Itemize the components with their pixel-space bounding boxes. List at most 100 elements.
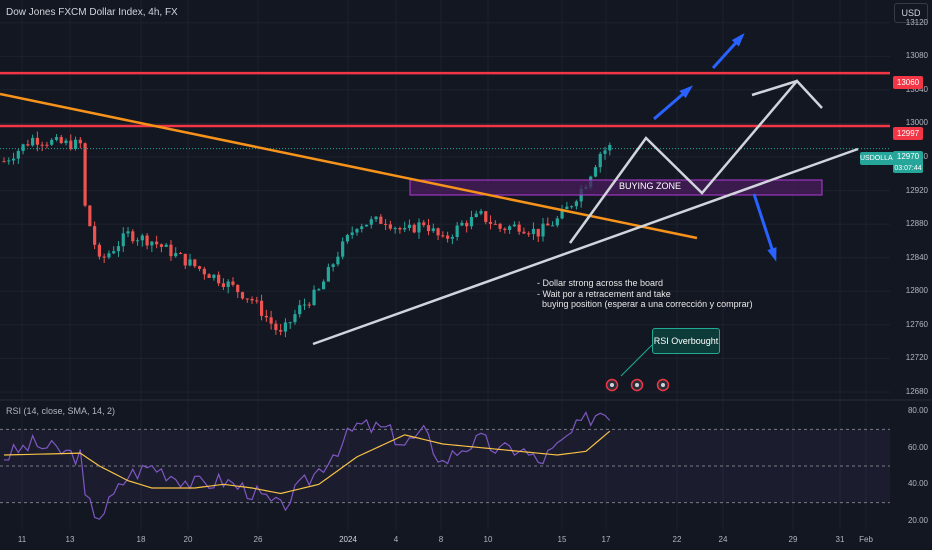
candle-body [364,224,369,227]
candle-body [541,223,545,237]
rsi-line [3,410,611,520]
candle-body [240,292,245,299]
time-tick-label: 13 [65,535,75,544]
candle-body [283,322,288,332]
event-marker-dot [635,383,639,387]
current-symbol-tag: USDOLLAR [860,152,898,165]
candle-body [221,283,226,288]
candle-body [274,323,278,331]
candle-body [550,225,555,227]
time-tick-label: 2024 [339,535,357,544]
candle-body [97,244,101,257]
time-tick-label: 20 [183,535,193,544]
candle-body [231,281,235,285]
price-tick-label: 13040 [905,84,928,94]
candle-body [312,289,316,305]
price-tick-label: 13080 [905,51,928,61]
candle-body [217,274,221,284]
candle-body [7,160,11,162]
candle-body [293,314,297,323]
candle-body [465,222,469,227]
candle-body [493,223,497,225]
candle-body [21,144,25,151]
time-tick-label: 11 [17,535,27,544]
candle-body [116,246,121,252]
candle-body [212,274,216,278]
current-price-tag: 12970 03:07:44 [893,151,923,173]
candle-body [345,234,350,242]
candle-body [426,225,431,232]
arrow-up-2-head [731,33,745,47]
candle-body [178,253,183,255]
candle-body [455,225,459,237]
candle-body [321,281,326,290]
candle-body [45,144,49,146]
time-tick-label: 17 [601,535,611,544]
candle-body [422,222,426,226]
candle-body [169,244,173,257]
price-tick-label: 12920 [905,185,928,195]
arrow-up-1-head [679,85,694,99]
candle-body [145,235,149,246]
resistance-tag-top: 13060 [893,76,923,89]
candle-body [245,298,249,300]
time-tick-label: 31 [835,535,845,544]
candle-body [560,209,564,219]
candle-body [250,298,254,301]
price-tick-label: 13120 [905,17,928,27]
candle-body [88,205,92,227]
candle-body [174,253,178,257]
rsi-tick-label: 80.00 [907,406,928,415]
candle-body [202,268,206,275]
time-tick-label: 22 [672,535,682,544]
candle-body [431,228,435,232]
candle-body [102,256,106,258]
candle-body [226,281,230,288]
candle-body [255,300,259,302]
price-tick-label: 12720 [905,353,928,363]
candle-body [93,226,97,245]
candle-body [188,259,192,266]
candle-body [26,144,30,146]
time-tick-label: 10 [483,535,493,544]
candle-body [193,259,197,267]
candle-body [64,140,68,144]
time-tick-label: 15 [557,535,567,544]
candle-body [236,284,240,293]
candle-body [388,224,392,229]
rsi-title: RSI (14, close, SMA, 14, 2) [6,406,116,416]
candle-body [83,143,87,206]
analysis-note: - Dollar strong across the board - Wait … [537,278,753,309]
candle-body [503,228,507,230]
candle-body [307,304,311,306]
price-tick-label: 13000 [905,118,928,128]
rsi-ma-line [3,430,611,495]
candle-body [450,236,454,239]
candle-body [341,241,345,257]
candle-body [135,240,140,242]
candle-body [603,150,607,154]
candle-body [350,232,354,235]
candle-body [517,224,521,232]
candle-body [522,231,526,234]
up-trendline [312,147,859,346]
price-tick-label: 12840 [905,252,928,262]
candle-body [50,139,54,145]
candle-body [565,206,569,210]
candle-body [73,139,78,149]
event-marker-dot [610,383,614,387]
buying-zone-label: BUYING ZONE [618,181,681,191]
candle-body [417,222,421,233]
time-tick-label: Feb [859,535,873,544]
rsi-tick-label: 40.00 [907,479,928,489]
projection-cap [751,79,798,97]
arrow-down [752,193,777,259]
time-tick-label: 29 [788,535,798,544]
candle-body [207,274,211,278]
rsi-overbought-callout: RSI Overbought [652,328,720,354]
callout-connector [620,344,653,377]
candle-body [288,322,292,324]
candle-body [264,315,268,318]
currency-button[interactable]: USD [894,3,928,23]
